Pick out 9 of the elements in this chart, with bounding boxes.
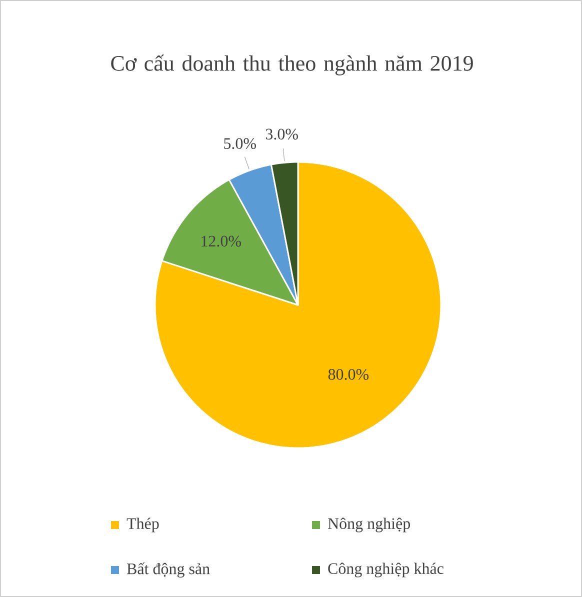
data-label: 3.0% (266, 128, 298, 140)
legend-label: Bất động sản (126, 562, 210, 578)
legend-label: Thép (126, 518, 159, 532)
data-label: 5.0% (224, 138, 256, 149)
legend-label: Công nghiệp khác (328, 562, 444, 578)
data-label: 12.0% (202, 236, 241, 247)
chart-title: Cơ cấu doanh thu theo ngành năm 2019 (111, 54, 473, 76)
legend-label: Nông nghiệp (328, 518, 410, 532)
data-label: 80.0% (328, 368, 369, 380)
